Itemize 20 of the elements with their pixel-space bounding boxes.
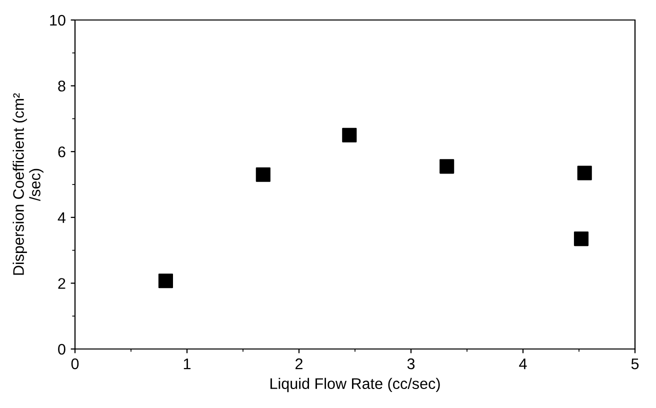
y-tick-label: 10 — [50, 14, 66, 26]
x-tick-label: 3 — [407, 358, 415, 370]
x-tick-label: 5 — [631, 358, 639, 370]
point — [577, 166, 592, 180]
y-tick-label: 2 — [58, 278, 66, 289]
y-tick-label: 6 — [58, 146, 66, 158]
point — [574, 232, 589, 246]
y-axis-title: Dispersion Coefficient (cm² /sec) — [12, 93, 44, 275]
y-tick-label: 0 — [58, 344, 66, 355]
x-tick-label: 1 — [184, 358, 191, 370]
y-tick-label: 8 — [58, 80, 66, 92]
x-axis-title: Liquid Flow Rate (cc/sec) — [270, 378, 440, 392]
point — [158, 274, 174, 288]
point — [440, 159, 454, 174]
x-tick-label: 0 — [71, 358, 79, 370]
point — [256, 167, 270, 182]
point — [342, 128, 357, 142]
y-tick-label: 4 — [58, 212, 66, 223]
x-tick-label: 2 — [296, 358, 302, 370]
x-tick-label: 4 — [519, 358, 527, 370]
